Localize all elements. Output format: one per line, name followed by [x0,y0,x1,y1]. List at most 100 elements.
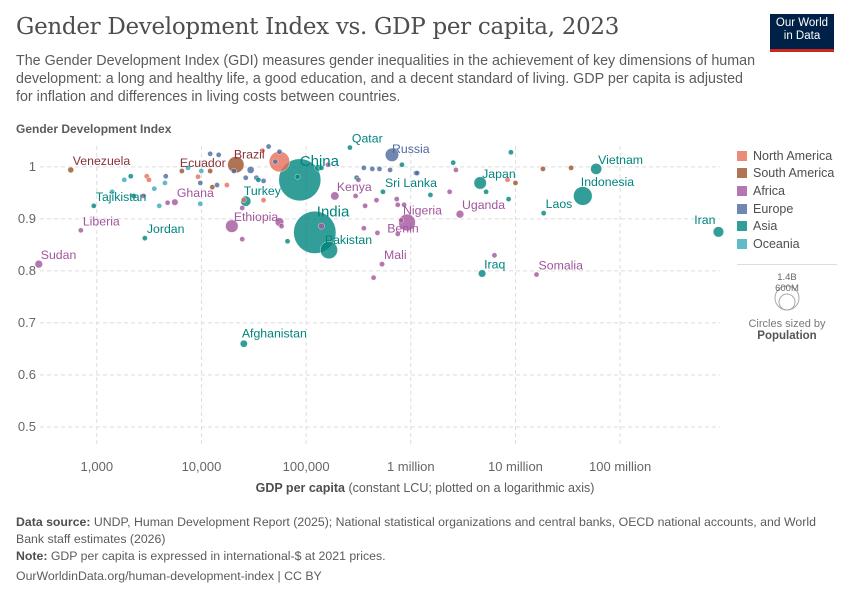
point-vietnam [590,163,602,175]
size-legend-variable: Population [757,330,817,342]
legend-item-europe[interactable]: Europe [737,200,834,218]
point [272,158,279,165]
point-label: Brazil [234,148,265,162]
x-axis-label-bold: GDP per capita [255,481,345,495]
point-laos [540,210,547,216]
legend-swatch [737,203,747,214]
point [278,223,285,229]
legend-item-oceania[interactable]: Oceania [737,235,834,253]
point-label: Turkey [244,184,282,198]
point [239,205,246,211]
point [508,149,514,156]
point [325,161,331,168]
x-tick-label: 100 million [589,459,651,474]
legend-label: Europe [753,201,794,216]
point [361,165,367,171]
legend-label: Africa [753,183,785,198]
point [246,166,255,174]
legend-label: North America [753,148,833,163]
point [162,173,169,179]
y-tick-label: 1 [29,159,36,174]
legend-item-north-america[interactable]: North America [737,147,834,165]
point [239,236,246,242]
point [352,193,359,199]
point [374,230,381,236]
point [393,196,400,202]
point-label: Mali [384,248,407,262]
x-tick-label: 10,000 [182,459,222,474]
point [370,274,377,281]
legend-label: South America [753,166,835,181]
point [284,238,291,245]
point [130,193,137,199]
point [361,225,367,232]
point-somalia [533,271,540,278]
point-china [278,158,322,202]
point [127,173,134,179]
source-text: UNDP, Human Development Report (2025); N… [16,515,816,546]
size-circle-small [778,293,796,311]
legend-swatch [737,238,747,249]
legend-label: Asia [753,219,778,234]
point [207,168,213,174]
point-ghana [171,198,179,206]
point-ethiopia [225,219,239,233]
point [265,143,272,150]
point-label: China [300,153,340,170]
point-pakistan [320,241,338,259]
point [260,197,267,203]
point-label: Iran [694,213,715,227]
point [162,180,168,186]
legend-item-africa[interactable]: Africa [737,182,834,200]
point [505,196,512,202]
point [164,199,171,206]
point [540,166,546,172]
y-tick-label: 0.8 [18,263,36,278]
point [242,174,249,181]
point-kenya [330,191,340,201]
point-label: Indonesia [581,175,634,189]
size-label-small: 600M [775,283,799,294]
point [318,222,325,230]
point [151,185,158,192]
point-label: Sri Lanka [385,176,437,190]
legend-item-asia[interactable]: Asia [737,217,834,235]
point-label: India [317,203,350,220]
point [394,202,401,208]
point-benin [398,217,405,224]
owid-logo[interactable]: Our World in Data [770,14,834,52]
point-uganda [455,210,465,219]
point-sri-lanka [380,188,386,195]
point-label: Uganda [462,198,505,212]
point-label: Qatar [352,132,383,146]
point [376,166,383,172]
x-tick-label: 1 million [387,459,435,474]
point [362,203,368,209]
point-label: Somalia [539,259,584,273]
point-label: Vietnam [598,153,643,167]
point [214,182,220,188]
source-url-link[interactable]: OurWorldinData.org/human-development-ind… [16,569,322,583]
point-afghanistan [240,339,248,348]
point-iraq [478,269,487,278]
size-legend-circles: 1.4B 600M [774,272,800,311]
point-russia [385,147,399,162]
point-label: Ecuador [180,156,226,170]
legend-item-south-america[interactable]: South America [737,165,834,183]
chart-title: Gender Development Index vs. GDP per cap… [16,14,620,40]
point [373,197,380,203]
point [318,165,325,171]
y-tick-label: 0.7 [18,315,36,330]
point-label: Liberia [83,214,120,228]
point-ecuador [179,168,185,174]
point-mali [379,261,385,268]
point [215,152,222,158]
source-label: Data source: [16,515,91,529]
point-label: Kenya [337,180,372,194]
x-axis-label-rest: (constant LCU; plotted on a logarithmic … [344,481,595,495]
size-label-large: 1.4B [777,272,797,283]
point [241,197,247,203]
point-sudan [34,260,43,269]
